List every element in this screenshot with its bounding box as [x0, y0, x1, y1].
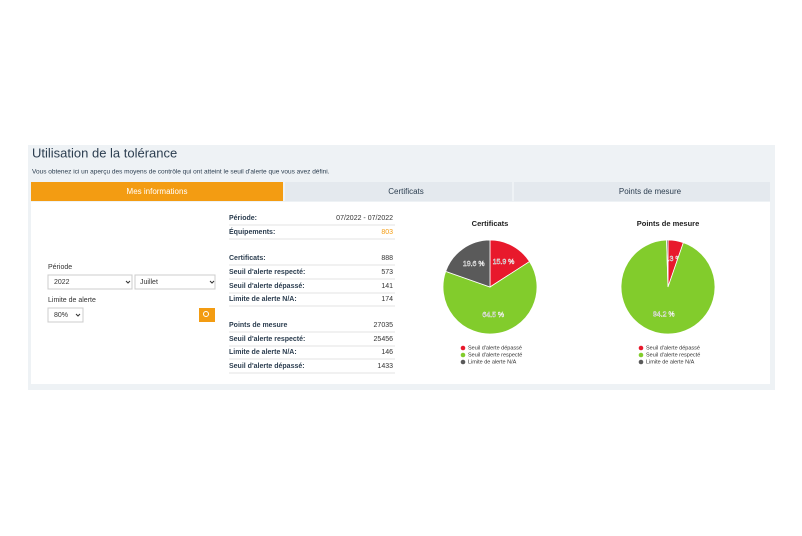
- search-button[interactable]: [199, 308, 215, 322]
- legend-marker: [460, 359, 466, 365]
- data-label: 15.9 %: [493, 259, 515, 266]
- select[interactable]: [47, 274, 133, 290]
- legend-label: Limite de alerte N/A: [646, 359, 695, 365]
- data-label: 64.5 %: [482, 312, 504, 319]
- row-value: 573: [381, 269, 393, 276]
- pie-slice: [666, 239, 669, 288]
- row-value: 27035: [374, 322, 394, 329]
- label: Limite de alerte: [48, 297, 96, 304]
- legend-label: Seuil d'alerte dépassé: [646, 345, 700, 351]
- legend-marker: [460, 352, 466, 358]
- select[interactable]: [134, 274, 216, 290]
- row-value: 146: [381, 349, 393, 356]
- select-value[interactable]: Juillet: [140, 279, 158, 286]
- data-label: 19.6 %: [463, 261, 485, 268]
- legend-label: Seuil d'alerte respecté: [646, 352, 700, 358]
- pie-slice: [489, 239, 531, 288]
- row-value: 07/2022 - 07/2022: [336, 215, 393, 222]
- chevron: [75, 280, 215, 317]
- row-value: 25456: [374, 336, 394, 343]
- row-label: Limite de alerte N/A:: [229, 296, 297, 303]
- pie-slice: [445, 239, 491, 288]
- row-value: 803: [381, 229, 393, 236]
- row-label: Équipements:: [229, 227, 275, 236]
- legend-label: Seuil d'alerte dépassé: [468, 345, 522, 351]
- row-label: Seuil d'alerte respecté:: [229, 269, 305, 276]
- row-value: 141: [381, 283, 393, 290]
- tab-label[interactable]: Mes informations: [127, 187, 188, 196]
- subtitle: Vous obtenez ici un aperçu des moyens de…: [32, 169, 330, 176]
- data-label: 5.3 %: [664, 256, 682, 263]
- legend-marker: [638, 352, 644, 358]
- tab[interactable]: [31, 182, 283, 201]
- row-label: Période:: [229, 215, 257, 222]
- data-label: 94.2 %: [653, 312, 675, 319]
- page-title: Utilisation de la tolérance: [32, 145, 177, 160]
- chart-title: Points de mesure: [637, 219, 700, 228]
- row-value: 174: [381, 296, 393, 303]
- tab-label[interactable]: Certificats: [388, 187, 424, 196]
- legend-marker: [638, 359, 644, 365]
- row-value: 1433: [377, 363, 393, 370]
- legend-marker: [638, 345, 644, 351]
- legend-label: Limite de alerte N/A: [468, 359, 517, 365]
- search-icon[interactable]: [203, 311, 209, 317]
- row-value: 888: [381, 255, 393, 262]
- tab-label[interactable]: Points de mesure: [619, 187, 682, 196]
- select-value[interactable]: 80%: [54, 312, 68, 319]
- row-label: Points de mesure: [229, 322, 287, 329]
- legend-label: Seuil d'alerte respecté: [468, 352, 522, 358]
- row-label: Seuil d'alerte respecté:: [229, 336, 305, 343]
- row-label: Seuil d'alerte dépassé:: [229, 363, 305, 370]
- select[interactable]: [47, 307, 84, 323]
- row-label: Limite de alerte N/A:: [229, 349, 297, 356]
- label: Période: [48, 264, 72, 271]
- pie-slice: [442, 261, 538, 335]
- row-label: Seuil d'alerte dépassé:: [229, 283, 305, 290]
- tab[interactable]: [514, 182, 770, 201]
- tab[interactable]: [285, 182, 512, 201]
- row-label: Certificats:: [229, 255, 266, 262]
- chart-title: Certificats: [472, 219, 509, 228]
- select-value[interactable]: 2022: [54, 279, 70, 286]
- legend-marker: [460, 345, 466, 351]
